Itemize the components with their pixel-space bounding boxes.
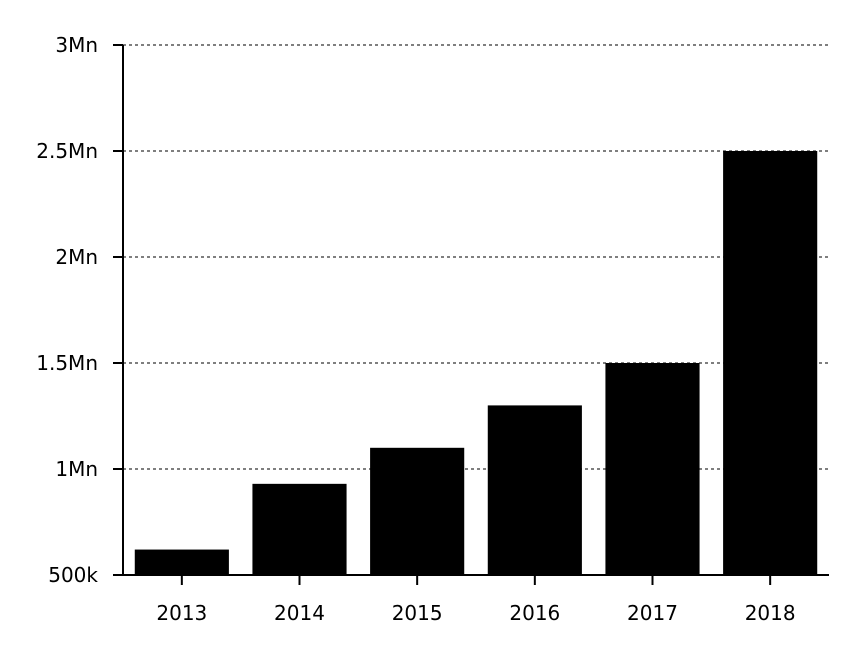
bar-2015 [370,447,465,575]
y-tick-label: 3Mn [55,33,98,57]
x-tick-label: 2016 [509,601,560,625]
y-tick-label: 1Mn [55,457,98,481]
y-tick-label: 500k [48,563,98,587]
bar-2013 [134,549,229,575]
y-tick-label: 2Mn [55,245,98,269]
y-axis-ticks: 500k 1Mn 1.5Mn 2Mn 2.5Mn 3Mn [36,33,123,587]
x-tick-label: 2017 [627,601,678,625]
bar-2014 [252,483,347,575]
bars [134,151,818,575]
x-tick-label: 2018 [745,601,796,625]
y-tick-label: 1.5Mn [36,351,98,375]
bar-2017 [605,363,700,575]
gridlines [123,44,829,470]
bar-2016 [487,405,582,575]
y-tick-label: 2.5Mn [36,139,98,163]
bar-2018 [723,151,818,575]
x-tick-label: 2013 [156,601,207,625]
x-tick-label: 2014 [274,601,325,625]
x-axis-ticks: 2013 2014 2015 2016 2017 2018 [156,575,796,625]
x-tick-label: 2015 [392,601,443,625]
axes [122,45,829,576]
